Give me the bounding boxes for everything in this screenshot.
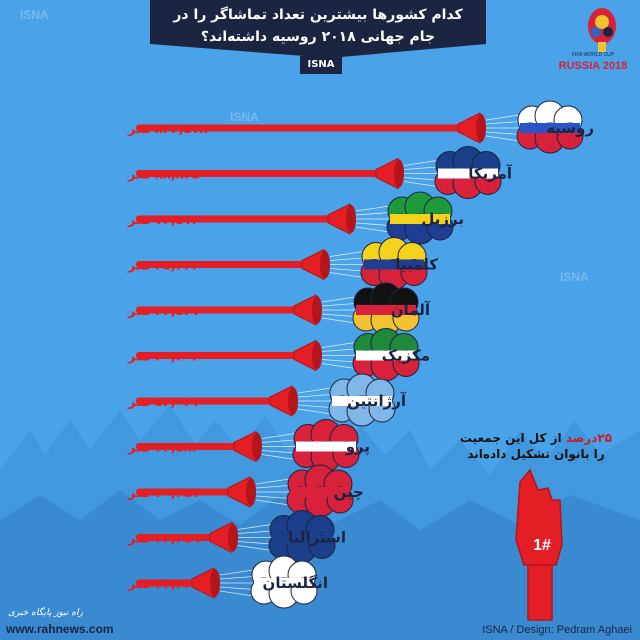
world-cup-logo [556, 4, 636, 84]
horn-mouth [346, 205, 356, 233]
horn-mouth [246, 478, 256, 506]
page-title: کدام کشورها بیشترین تعداد تماشاگر را در … [150, 4, 486, 48]
value-label: ۵۴,۰۳۱ نفر [127, 395, 199, 410]
agency-tag: ISNA [300, 56, 342, 74]
note-line-1: از کل این جمعیت [459, 431, 566, 445]
note-percent: ۲۵درصد [565, 431, 613, 445]
horn-bar [136, 124, 462, 132]
value-label: ۶۲,۵۴۱ نفر [127, 304, 199, 319]
colombia-flag-icon [360, 237, 428, 290]
australia-flag-icon [268, 510, 336, 563]
horn-bar [136, 443, 238, 450]
value-label: ۳۲,۳۶۲ نفر [127, 577, 200, 592]
logo-small-text: FIFA WORLD CUP [571, 52, 615, 58]
usa-flag-icon [434, 146, 502, 199]
horn-mouth [394, 159, 404, 188]
value-label: ۷۲,۵۱۲ نفر [127, 213, 200, 228]
germany-flag-icon [352, 282, 420, 336]
horn-mouth [210, 569, 220, 597]
trophy-icon [588, 8, 616, 52]
value-label: ۴۰,۲۵۱ نفر [127, 486, 199, 501]
title-line-2: جام جهانی ۲۰۱۸ روسیه داشته‌اند؟ [200, 29, 436, 45]
horn-bar [136, 170, 380, 177]
country-label: آلمان [391, 301, 431, 319]
horn-mouth [476, 114, 486, 142]
horn-bar [136, 397, 274, 405]
value-label: ۳۶,۳۵۹ نفر [127, 532, 200, 547]
horn-bar [136, 579, 196, 587]
horn-mouth [252, 432, 262, 461]
horn-bar [136, 534, 214, 541]
peru-flag-icon [292, 419, 360, 472]
horn-mouth [312, 341, 322, 370]
country-label: استرالیا [288, 529, 346, 547]
title-line-1: کدام کشورها بیشترین تعداد تماشاگر را در [173, 7, 463, 23]
horn-mouth [320, 250, 330, 279]
women-share-note: ۲۵درصد از کل این جمعیت را بانوان تشکیل د… [446, 430, 626, 462]
england-flag-icon [250, 555, 318, 609]
country-label: چین [334, 483, 364, 502]
horn-mouth [288, 387, 298, 415]
country-label: آمریکا [468, 165, 513, 183]
country-label: روسیه [546, 119, 594, 137]
country-label: برزیل [421, 210, 464, 228]
country-label: انگلستان [263, 574, 328, 592]
footer-brand: راه نیوز پایگاه خبری [8, 608, 83, 618]
watermark: ISNA [230, 110, 259, 124]
brazil-flag-icon [386, 191, 454, 245]
mexico-flag-icon [352, 328, 420, 381]
horn-bar [136, 215, 332, 223]
value-label: ۶۰,۳۰۲ نفر [127, 350, 200, 365]
value-label: ۴۳,۵۸۳ نفر [127, 441, 200, 456]
horn-bar [136, 488, 232, 496]
footer-site: www.rahnews.com [6, 622, 114, 636]
logo-caption: RUSSIA 2018 [558, 60, 628, 72]
watermark: ISNA [20, 8, 49, 22]
horn-bar [136, 306, 298, 314]
russia-flag-icon [516, 100, 584, 154]
value-label: ۸۸,۸۲۵ نفر [127, 168, 200, 183]
country-label: مکزیک [382, 347, 430, 365]
horn-bar [136, 261, 306, 268]
footer-credit: ISNA / Design: Pedram Aghaei [482, 624, 632, 636]
horn-bar [136, 352, 298, 359]
argentina-flag-icon [328, 373, 396, 427]
value-label: ۶۵,۲۳۴ نفر [127, 259, 200, 274]
foam-hand-label: 1# [533, 537, 551, 554]
country-label: آرژانتین [347, 392, 407, 410]
country-label: پرو [345, 438, 370, 457]
note-line-2: را بانوان تشکیل داده‌اند [467, 447, 605, 461]
value-label: ۸۴۲,۵۷۸ نفر [127, 122, 207, 137]
title-banner [150, 0, 486, 58]
country-label: کلمبیا [395, 256, 438, 274]
horn-mouth [228, 523, 238, 552]
watermark: ISNA [560, 270, 589, 284]
horn-mouth [312, 296, 322, 324]
